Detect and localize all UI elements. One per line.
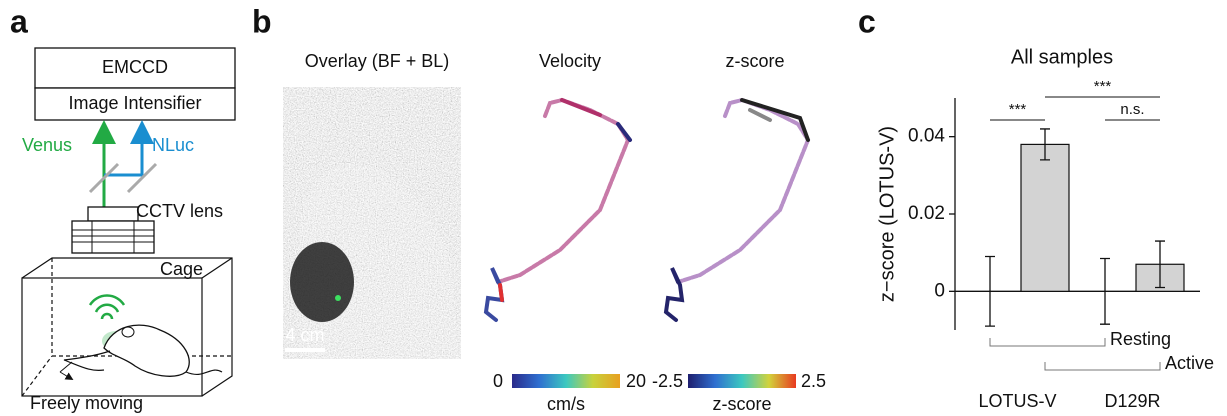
bar	[1020, 143, 1070, 292]
x-tick-label: D129R	[1104, 391, 1160, 411]
panel-title: Overlay (BF + BL)	[305, 51, 450, 71]
legend-label: Active	[1165, 353, 1214, 373]
camera-label: EMCCD	[102, 57, 168, 77]
cage-label: Cage	[160, 259, 203, 279]
caption: Freely moving	[30, 393, 143, 413]
lens-top	[87, 206, 139, 222]
velocity-trajectory	[483, 97, 632, 322]
camera-box	[34, 47, 236, 89]
y-tick-label: 0.04	[908, 126, 945, 147]
colorbar-max: 2.5	[801, 371, 826, 391]
nluc-label: NLuc	[152, 135, 194, 155]
mouse-blob	[290, 242, 354, 322]
colorbar-unit: cm/s	[547, 394, 585, 414]
panel-b: b Overlay (BF + BL) Velocity z-score 4 c…	[252, 3, 826, 413]
panel-label: a	[10, 3, 28, 39]
colorbar-min: -2.5	[652, 371, 683, 391]
colorbar-unit: z-score	[712, 394, 771, 414]
colorbar	[512, 374, 620, 388]
x-tick-label: LOTUS-V	[978, 391, 1056, 411]
error-bar	[985, 255, 995, 327]
panel-a: a EMCCD Image Intensifier Venus NLuc CCT…	[10, 3, 236, 413]
intensifier-label: Image Intensifier	[68, 93, 201, 113]
panel-title: Velocity	[539, 51, 601, 71]
error-bar	[1100, 257, 1110, 325]
significance-label: n.s.	[1120, 101, 1144, 118]
colorbar-min: 0	[493, 371, 503, 391]
beam-splitter	[88, 162, 120, 194]
cage	[21, 257, 233, 397]
legend-label: Resting	[1110, 329, 1171, 349]
y-axis-label: z−score (LOTUS-V)	[876, 126, 898, 302]
zscore-trajectory	[663, 97, 811, 322]
condition-bracket	[1044, 362, 1161, 371]
scale-bar-label: 4 cm	[285, 325, 324, 345]
y-tick-label: 0	[934, 280, 945, 301]
lens-ridges	[72, 221, 154, 253]
error-bar	[1040, 128, 1050, 161]
panel-title: z-score	[725, 51, 784, 71]
mouse	[59, 294, 223, 378]
colorbar	[688, 374, 796, 388]
significance-label: ***	[1009, 101, 1027, 118]
chart-title: All samples	[1011, 46, 1113, 68]
significance-label: ***	[1094, 78, 1112, 95]
intensifier-box	[34, 87, 236, 121]
lens-label: CCTV lens	[136, 201, 223, 221]
panel-c: c All samples z−score (LOTUS-V) 0 0.02 0.0…	[858, 3, 1214, 410]
panel-label: b	[252, 3, 272, 39]
luminescence-spot	[335, 295, 341, 301]
lens-body	[71, 220, 155, 254]
nluc-arrow	[104, 120, 154, 177]
condition-bracket	[989, 338, 1106, 347]
panel-label: c	[858, 3, 876, 39]
mirror	[126, 162, 158, 194]
colorbar-max: 20	[626, 371, 646, 391]
y-tick-label: 0.02	[908, 203, 945, 224]
venus-label: Venus	[22, 135, 72, 155]
error-bar	[1155, 240, 1165, 289]
